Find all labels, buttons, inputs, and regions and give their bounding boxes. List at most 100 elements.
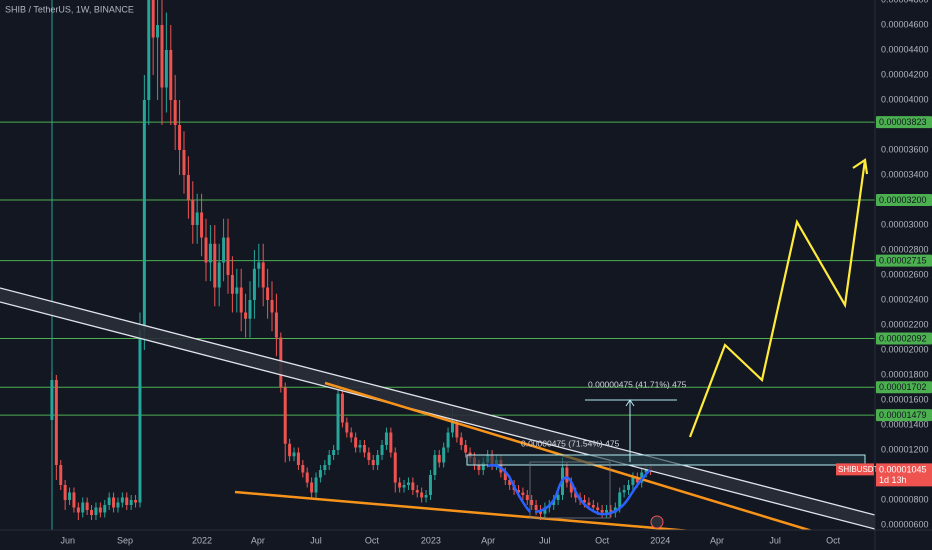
- candle-body: [248, 300, 252, 319]
- candle-body: [261, 262, 265, 288]
- candle-body: [230, 275, 234, 294]
- level-label: 0.00001702: [879, 382, 927, 392]
- y-tick-label: 0.00001200: [881, 444, 929, 454]
- candle-body: [266, 287, 270, 300]
- candle-body: [336, 393, 340, 450]
- candle-body: [600, 510, 604, 513]
- candle-body: [420, 492, 424, 498]
- candle-body: [222, 237, 226, 263]
- candle-body: [455, 422, 459, 438]
- x-tick-label: Jun: [61, 535, 76, 545]
- candle-body: [596, 507, 600, 510]
- candle-body: [406, 482, 410, 485]
- level-tag: [876, 409, 932, 422]
- candle-body: [609, 510, 613, 513]
- candle-body: [305, 472, 309, 483]
- candle-body: [591, 505, 595, 508]
- candle-body: [235, 287, 239, 294]
- symbol-label: SHIBUSDT: [838, 465, 879, 474]
- candle-body: [631, 477, 635, 485]
- x-tick-label: 2023: [421, 535, 441, 545]
- y-tick-label: 0.00001600: [881, 394, 929, 404]
- candle-body: [332, 450, 336, 455]
- y-tick-label: 0.00002000: [881, 344, 929, 354]
- y-tick-label: 0.00002400: [881, 294, 929, 304]
- y-tick-label: 0.00000800: [881, 494, 929, 504]
- candle-body: [116, 502, 120, 508]
- candle-body: [318, 470, 322, 478]
- level-tag: [876, 381, 932, 394]
- candle-body: [213, 243, 217, 288]
- candle-body: [327, 455, 331, 465]
- candle-body: [125, 497, 129, 505]
- event-icon: [650, 515, 664, 529]
- y-tick-label: 0.00003600: [881, 144, 929, 154]
- candle-body: [68, 492, 72, 500]
- candle-body: [72, 492, 76, 508]
- candle-body: [63, 485, 67, 500]
- candle-body: [239, 287, 243, 313]
- candle-body: [574, 492, 578, 498]
- y-tick-label: 0.00003400: [881, 169, 929, 179]
- candle-body: [160, 25, 164, 88]
- x-tick-label: Jul: [539, 535, 551, 545]
- candle-body: [151, 0, 155, 38]
- candle-body: [85, 502, 89, 510]
- candle-body: [437, 455, 441, 463]
- candle-body: [345, 422, 349, 433]
- level-tag: [876, 194, 932, 206]
- candle-body: [138, 330, 142, 503]
- candle-body: [98, 507, 102, 513]
- candle-body: [156, 25, 160, 38]
- level-tag: [876, 116, 932, 129]
- candle-body: [565, 467, 569, 483]
- candle-body: [191, 200, 195, 225]
- candle-body: [129, 500, 133, 505]
- candle-body: [503, 472, 507, 480]
- level-label: 0.00002715: [879, 256, 927, 266]
- candle-body: [252, 268, 256, 300]
- candle-body: [134, 500, 138, 503]
- candle-body: [442, 447, 446, 463]
- candle-body: [226, 237, 230, 275]
- candle-body: [411, 482, 415, 490]
- candle-body: [107, 497, 111, 505]
- y-tick-label: 0.00001400: [881, 419, 929, 429]
- candle-body: [296, 452, 300, 465]
- candle-body: [393, 452, 397, 483]
- symbol-tag: [836, 463, 874, 476]
- level-label: 0.00003200: [879, 195, 927, 205]
- candle-body: [169, 50, 173, 100]
- x-tick-label: 2022: [192, 535, 212, 545]
- channel-top: [0, 287, 875, 516]
- y-tick-label: 0.00002800: [881, 244, 929, 254]
- candle-body: [81, 502, 85, 513]
- y-tick-label: 0.00004000: [881, 94, 929, 104]
- candle-body: [481, 462, 485, 470]
- candle-body: [367, 452, 371, 460]
- candle-body: [358, 445, 362, 448]
- candle-body: [354, 437, 358, 448]
- candle-body: [622, 490, 626, 493]
- candle-body: [112, 497, 116, 508]
- candle-body: [376, 455, 380, 465]
- candle-body: [499, 460, 503, 473]
- y-tick-label: 0.00000600: [881, 519, 929, 529]
- candle-body: [477, 465, 481, 470]
- candle-body: [552, 500, 556, 505]
- y-tick-label: 0.00004400: [881, 44, 929, 54]
- candle-body: [635, 477, 639, 483]
- y-tick-label: 0.00002600: [881, 269, 929, 279]
- measure-label: 0.00000475 (41.71%) 475: [588, 379, 687, 389]
- candle-body: [142, 100, 146, 330]
- candle-body: [94, 507, 98, 515]
- candle-body: [208, 243, 212, 263]
- candle-body: [569, 482, 573, 493]
- y-tick-label: 0.00001800: [881, 369, 929, 379]
- y-tick-label: 0.00004800: [881, 0, 929, 4]
- candle-body: [508, 480, 512, 485]
- candle-body: [288, 443, 292, 457]
- chart-title: SHIB / TetherUS, 1W, BINANCE: [5, 4, 134, 14]
- candle-body: [147, 0, 151, 100]
- candle-body: [627, 485, 631, 490]
